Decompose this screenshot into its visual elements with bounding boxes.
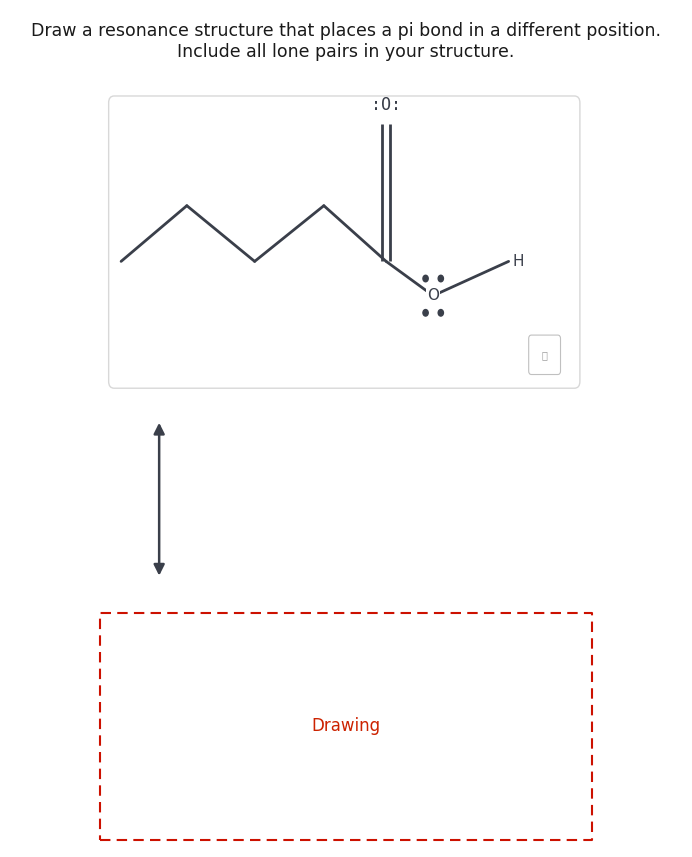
Circle shape xyxy=(423,275,428,282)
Text: Drawing: Drawing xyxy=(311,717,381,735)
Text: Include all lone pairs in your structure.: Include all lone pairs in your structure… xyxy=(177,43,515,61)
Circle shape xyxy=(438,309,444,316)
Circle shape xyxy=(438,275,444,282)
Text: H: H xyxy=(512,254,524,269)
Text: Draw a resonance structure that places a pi bond in a different position.: Draw a resonance structure that places a… xyxy=(31,22,661,40)
FancyBboxPatch shape xyxy=(109,96,580,388)
FancyBboxPatch shape xyxy=(529,335,561,375)
Text: O: O xyxy=(427,288,439,303)
Circle shape xyxy=(423,309,428,316)
Text: 🔍: 🔍 xyxy=(542,350,547,360)
Text: :O:: :O: xyxy=(371,96,401,114)
